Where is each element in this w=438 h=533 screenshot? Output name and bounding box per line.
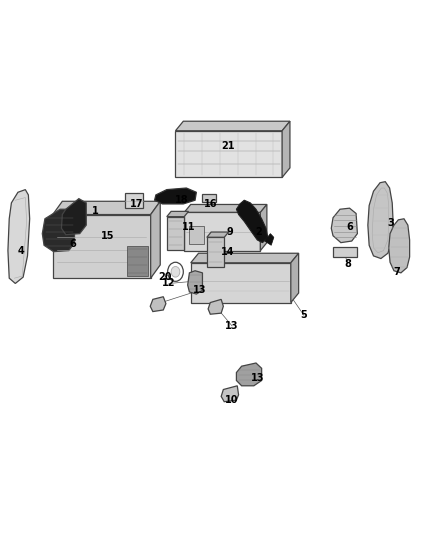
Text: 13: 13: [251, 373, 265, 383]
Polygon shape: [53, 201, 160, 215]
Polygon shape: [282, 121, 290, 177]
Text: 4: 4: [18, 246, 25, 256]
Polygon shape: [221, 386, 239, 402]
Text: 13: 13: [193, 285, 206, 295]
Text: 18: 18: [175, 195, 189, 205]
Text: 21: 21: [221, 141, 234, 151]
Bar: [176, 131, 282, 177]
Bar: [333, 247, 357, 257]
Polygon shape: [265, 233, 274, 245]
Circle shape: [171, 266, 180, 277]
Polygon shape: [184, 205, 267, 213]
Bar: [188, 225, 204, 244]
Bar: [125, 193, 143, 208]
Text: 11: 11: [182, 222, 195, 232]
Bar: [167, 216, 184, 249]
Text: 2: 2: [255, 227, 261, 237]
Polygon shape: [167, 212, 188, 216]
Text: 9: 9: [226, 227, 233, 237]
Circle shape: [168, 262, 184, 281]
Text: 15: 15: [101, 231, 115, 241]
Text: 10: 10: [225, 395, 239, 405]
Text: 12: 12: [162, 278, 176, 288]
Text: 6: 6: [70, 239, 77, 249]
Bar: [202, 194, 215, 202]
Bar: [127, 246, 148, 276]
Polygon shape: [237, 200, 268, 243]
Polygon shape: [61, 199, 86, 235]
Polygon shape: [368, 182, 393, 259]
Polygon shape: [291, 253, 299, 303]
Bar: [53, 215, 151, 278]
Text: 5: 5: [300, 310, 307, 320]
Polygon shape: [207, 232, 229, 237]
Polygon shape: [187, 271, 202, 294]
Text: 8: 8: [344, 259, 351, 269]
Text: 20: 20: [158, 272, 171, 282]
Text: 3: 3: [388, 218, 394, 228]
Text: 7: 7: [393, 267, 400, 277]
Bar: [184, 213, 260, 251]
Polygon shape: [208, 300, 223, 314]
Polygon shape: [155, 188, 196, 204]
Text: 16: 16: [204, 199, 217, 209]
Polygon shape: [260, 205, 267, 251]
Polygon shape: [42, 209, 74, 252]
Polygon shape: [8, 190, 30, 284]
Text: 1: 1: [92, 206, 99, 216]
Polygon shape: [191, 253, 299, 263]
Bar: [207, 237, 224, 266]
Text: 13: 13: [225, 321, 239, 331]
Polygon shape: [151, 201, 160, 278]
Polygon shape: [331, 208, 357, 243]
Polygon shape: [389, 219, 410, 273]
Polygon shape: [237, 363, 261, 386]
Polygon shape: [176, 121, 290, 131]
Text: 6: 6: [346, 222, 353, 232]
Bar: [191, 263, 291, 303]
Text: 14: 14: [221, 247, 234, 257]
Text: 17: 17: [130, 199, 143, 209]
Polygon shape: [150, 297, 166, 312]
